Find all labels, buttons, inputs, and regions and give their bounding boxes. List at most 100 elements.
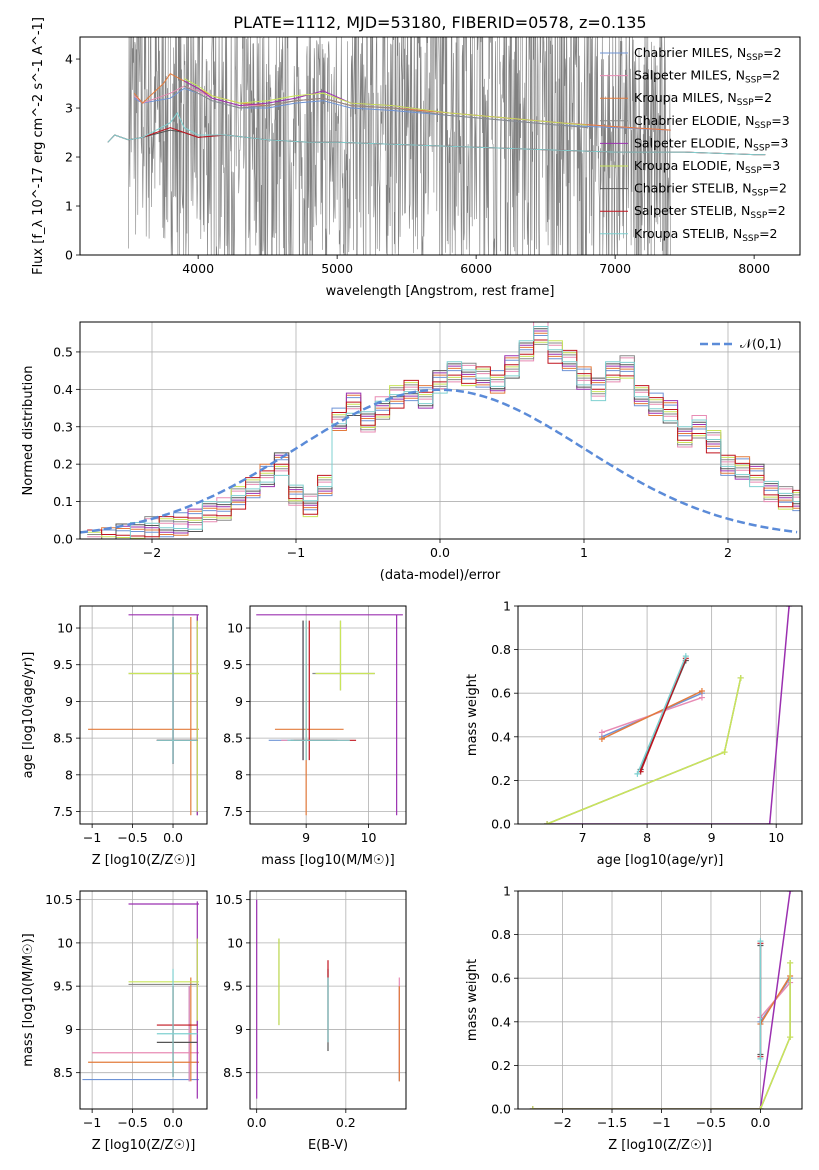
weight-marker-kroupa_elodie: [757, 1106, 764, 1109]
panel-mass-vs-metallicity: −1 −0.5 0.0 8.5 9 9.5 10 10.5 Z [log10(Z/Z☉)] mas…: [21, 890, 208, 1153]
legend-value: =2: [759, 226, 777, 241]
y-tick-label: 8.5: [223, 1065, 243, 1080]
legend-subscript: SSP: [737, 98, 754, 108]
legend-value: =3: [771, 113, 789, 128]
legend-label: Salpeter MILES, NSSP=2: [634, 68, 780, 86]
plot-area: [529, 891, 794, 1109]
x-tick-label: 0.0: [750, 1115, 770, 1130]
weight-marker-kroupa_stelib: [634, 770, 641, 777]
weight-marker-kroupa_miles: [598, 735, 605, 742]
legend-label: Chabrier ELODIE, NSSP=3: [634, 113, 790, 131]
y-axis-label: age [log10(age/yr)]: [21, 652, 36, 779]
y-tick-label: 1: [503, 599, 511, 614]
model-line-chabrier_elodie: [183, 85, 588, 129]
y-tick-label: 0.3: [53, 419, 73, 434]
y-tick-label: 1: [65, 199, 73, 214]
weight-marker-salpeter_elodie: [787, 891, 794, 894]
axes-frame: [79, 605, 208, 825]
axes-frame: [517, 605, 803, 825]
y-tick-label: 10.5: [215, 892, 243, 907]
x-tick-label: −1: [287, 545, 305, 560]
legend-subscript: SSP: [753, 143, 770, 153]
legend-subscript: SSP: [745, 76, 762, 86]
x-tick-label: 0.2: [336, 1115, 356, 1130]
legend-value: =2: [754, 90, 772, 105]
y-tick-label: 0.6: [491, 686, 511, 701]
panel-spectrum: 4000 5000 6000 7000 8000 0 1 2 3 4 wavelength [Ang…: [31, 17, 801, 299]
x-axis-label: (data-model)/error: [380, 568, 501, 583]
weight-line-salpeter_elodie: [532, 891, 791, 1109]
x-tick-label: 4000: [182, 261, 214, 276]
y-tick-label: 0.8: [491, 927, 511, 942]
y-tick-label: 0.1: [53, 494, 73, 509]
y-tick-label: 4: [65, 52, 73, 67]
x-tick-label: −1: [652, 1115, 670, 1130]
legend-subscript: SSP: [752, 189, 769, 199]
y-tick-label: 0.8: [491, 642, 511, 657]
plot-area: [88, 614, 199, 816]
plot-area: [82, 901, 199, 1099]
x-axis-label: mass [log10(M/M☉)]: [261, 853, 394, 868]
y-tick-label: 7.5: [53, 804, 73, 819]
y-tick-label: 0.2: [491, 1058, 511, 1073]
y-tick-label: 0.2: [53, 457, 73, 472]
y-tick-label: 0.4: [491, 1014, 511, 1029]
y-tick-label: 10.5: [45, 892, 73, 907]
y-tick-label: 9.5: [223, 979, 243, 994]
y-axis-label: mass weight: [465, 674, 480, 756]
y-axis-label: Normed distribution: [21, 366, 36, 496]
weight-marker-kroupa_elodie: [787, 959, 794, 966]
y-tick-label: 8.5: [53, 1065, 73, 1080]
y-tick-label: 2: [65, 150, 73, 165]
normal-curve: [80, 388, 798, 534]
x-tick-label: 5000: [321, 261, 353, 276]
panel-mass-weight-vs-age: 7 8 9 10 0.0 0.2 0.4 0.6 0.8 1 age [log10(age/yr)]…: [465, 599, 803, 868]
x-tick-label: −1.5: [597, 1115, 627, 1130]
legend-value: =3: [770, 135, 788, 150]
model-line-kroupa_elodie: [183, 78, 588, 126]
x-tick-label: −0.5: [117, 1115, 147, 1130]
x-tick-label: −1: [83, 1115, 101, 1130]
legend-label: 𝒩(0,1): [740, 336, 782, 351]
hist-step-chabrier_stelib: [87, 328, 800, 539]
legend-label: Kroupa MILES, NSSP=2: [634, 90, 772, 108]
legend-label: Chabrier STELIB, NSSP=2: [634, 181, 787, 199]
legend-subscript: SSP: [742, 234, 759, 244]
x-tick-label: 0.0: [430, 545, 450, 560]
legend-subscript: SSP: [754, 121, 771, 131]
y-tick-label: 0.0: [53, 532, 73, 547]
axes-frame: [79, 36, 801, 256]
x-tick-label: 0.0: [163, 830, 183, 845]
legend-value: =2: [762, 68, 780, 83]
y-tick-label: 0.5: [53, 344, 73, 359]
legend-value: =2: [763, 45, 781, 60]
y-tick-label: 9.5: [53, 657, 73, 672]
x-tick-label: −1: [83, 830, 101, 845]
y-tick-label: 0.4: [491, 729, 511, 744]
panel-mass-weight-vs-metallicity: −2 −1.5 −1 −0.5 0.0 0.0 0.2 0.4 0.6 0.8 1 Z [log10(…: [465, 884, 803, 1153]
weight-marker-kroupa_miles: [698, 688, 705, 695]
x-axis-label: Z [log10(Z/Z☉)]: [92, 853, 196, 868]
plot-area: [256, 614, 403, 816]
axes-frame: [249, 605, 407, 825]
weight-marker-kroupa_elodie: [721, 749, 728, 756]
weight-marker-salpeter_elodie: [786, 606, 793, 609]
x-tick-label: −2: [553, 1115, 571, 1130]
y-tick-label: 9.5: [53, 979, 73, 994]
weight-marker-kroupa_elodie: [544, 821, 551, 824]
panel-mass-vs-extinction: 0.0 0.2 8.5 9 9.5 10 10.5 E(B-V): [215, 890, 407, 1153]
x-tick-label: 0.0: [247, 1115, 267, 1130]
y-tick-label: 3: [65, 101, 73, 116]
weight-marker-kroupa_elodie: [737, 674, 744, 681]
legend-label: Kroupa ELODIE, NSSP=3: [634, 158, 780, 176]
y-tick-label: 9.5: [223, 657, 243, 672]
observed-spectrum: [128, 37, 671, 255]
hist-step-kroupa_stelib: [87, 326, 800, 539]
x-axis-label: E(B-V): [308, 1138, 348, 1153]
y-tick-label: 0.6: [491, 971, 511, 986]
legend-value: =3: [762, 158, 780, 173]
legend-value: =2: [767, 203, 785, 218]
weight-line-kroupa_stelib: [636, 655, 687, 775]
y-axis-label: mass weight: [465, 959, 480, 1041]
